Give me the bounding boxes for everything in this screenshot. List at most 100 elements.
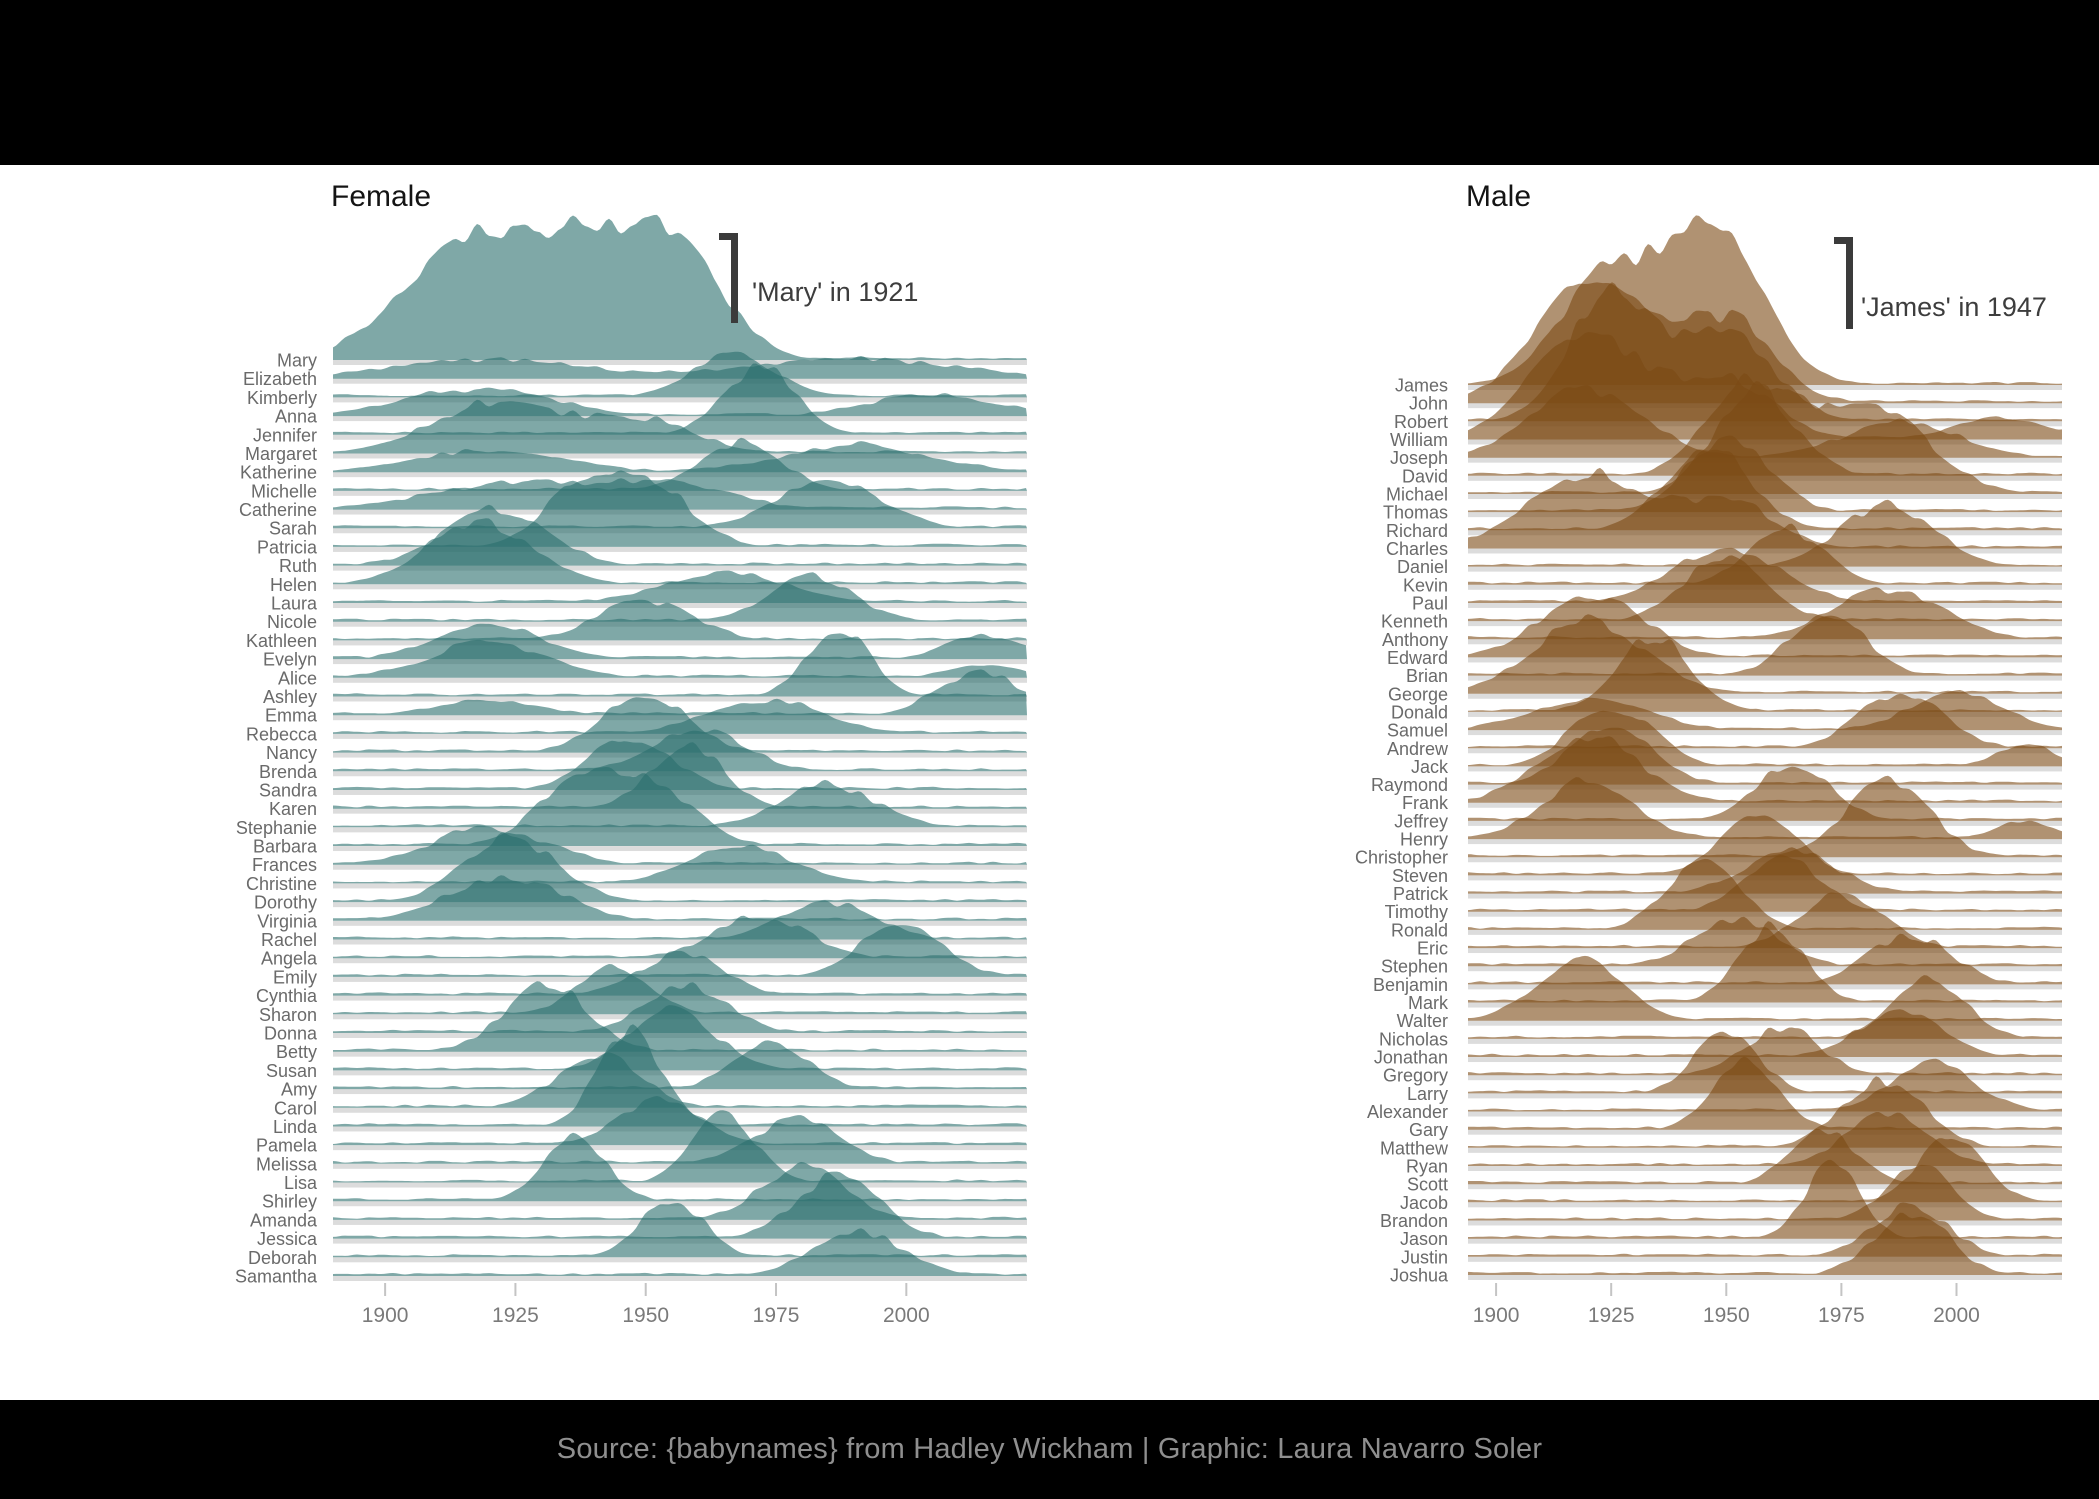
row-label-Nicholas: Nicholas bbox=[1379, 1029, 1448, 1049]
baseline-bar bbox=[333, 603, 1027, 609]
ridge-Daniel bbox=[1468, 499, 2062, 567]
row-label-Sharon: Sharon bbox=[259, 1005, 317, 1025]
baseline-bar bbox=[1468, 748, 2062, 754]
baseline-bar bbox=[1468, 730, 2062, 736]
annotation-label-mary: 'Mary' in 1921 bbox=[752, 277, 919, 307]
row-label-Mark: Mark bbox=[1408, 993, 1449, 1013]
row-label-Frances: Frances bbox=[252, 855, 317, 875]
ridge-Katherine bbox=[333, 441, 1027, 473]
ridge-Rebecca bbox=[333, 698, 1027, 734]
row-label-Kenneth: Kenneth bbox=[1381, 612, 1448, 632]
panel-title-male: Male bbox=[1466, 180, 1532, 213]
baseline-bar bbox=[1468, 1184, 2062, 1190]
ridge-Kimberly bbox=[333, 351, 1027, 398]
row-label-Elizabeth: Elizabeth bbox=[243, 369, 317, 389]
baseline-bar bbox=[333, 659, 1027, 665]
row-label-Henry: Henry bbox=[1400, 830, 1448, 850]
ridge-Donald bbox=[1468, 639, 2062, 712]
ridge-Henry bbox=[1468, 777, 2062, 840]
ridge-Alice bbox=[333, 639, 1027, 678]
ridge-Jonathan bbox=[1468, 1009, 2062, 1057]
ridge-Angela bbox=[333, 915, 1027, 959]
ridge-Gary bbox=[1468, 1056, 2062, 1130]
baseline-bar bbox=[333, 416, 1027, 422]
annotation-bracket-james bbox=[1846, 237, 1853, 329]
annotation-bracket-mary bbox=[731, 233, 738, 323]
baseline-bar bbox=[333, 1257, 1027, 1263]
baseline-bar bbox=[333, 546, 1027, 552]
baseline-bar bbox=[333, 397, 1027, 403]
row-label-Timothy: Timothy bbox=[1385, 902, 1448, 922]
row-label-Nancy: Nancy bbox=[266, 743, 317, 763]
row-label-Paul: Paul bbox=[1412, 593, 1448, 613]
row-label-Ronald: Ronald bbox=[1391, 920, 1448, 940]
row-label-Daniel: Daniel bbox=[1397, 557, 1448, 577]
ridge-Paul bbox=[1468, 547, 2062, 603]
baseline-bar bbox=[333, 920, 1027, 926]
baseline-bar bbox=[333, 939, 1027, 945]
ridge-Barbara bbox=[333, 767, 1027, 846]
x-axis-tick-label: 1950 bbox=[622, 1304, 669, 1327]
ridge-Jessica bbox=[333, 1171, 1027, 1239]
row-label-Ryan: Ryan bbox=[1406, 1157, 1448, 1177]
row-label-Raymond: Raymond bbox=[1371, 775, 1448, 795]
baseline-bar bbox=[1468, 1256, 2062, 1262]
row-label-Kathleen: Kathleen bbox=[246, 631, 317, 651]
row-label-David: David bbox=[1402, 466, 1448, 486]
ridge-Brian bbox=[1468, 615, 2062, 676]
row-label-Pamela: Pamela bbox=[256, 1136, 318, 1156]
x-axis-tick-label: 1925 bbox=[1588, 1304, 1635, 1327]
row-label-Patrick: Patrick bbox=[1393, 884, 1449, 904]
row-label-William: William bbox=[1390, 430, 1448, 450]
ridge-Elizabeth bbox=[333, 356, 1027, 379]
x-axis-tick-label: 1975 bbox=[1818, 1304, 1865, 1327]
row-label-Gary: Gary bbox=[1409, 1120, 1448, 1140]
ridge-Thomas bbox=[1468, 435, 2062, 513]
row-label-Linda: Linda bbox=[273, 1117, 318, 1137]
baseline-bar bbox=[333, 677, 1027, 683]
ridge-Lisa bbox=[333, 1110, 1027, 1183]
ridge-Nancy bbox=[333, 697, 1027, 753]
ridge-Charles bbox=[1468, 467, 2062, 549]
annotation-bracket-mary-cap bbox=[719, 233, 738, 240]
baseline-bar bbox=[333, 453, 1027, 459]
row-label-Sandra: Sandra bbox=[259, 780, 318, 800]
panel-title-female: Female bbox=[331, 180, 432, 213]
row-label-Samuel: Samuel bbox=[1387, 721, 1448, 741]
footer-band: Source: {babynames} from Hadley Wickham … bbox=[0, 1400, 2099, 1499]
row-label-Helen: Helen bbox=[270, 575, 317, 595]
ridge-Benjamin bbox=[1468, 933, 2062, 985]
ridge-Mark bbox=[1468, 921, 2062, 1003]
ridge-Jeffrey bbox=[1468, 766, 2062, 821]
baseline-bar bbox=[1468, 1166, 2062, 1172]
source-credit: Source: {babynames} from Hadley Wickham … bbox=[556, 1433, 1543, 1465]
row-label-Christopher: Christopher bbox=[1355, 848, 1448, 868]
baseline-bar bbox=[333, 846, 1027, 852]
ridge-Susan bbox=[333, 1005, 1027, 1071]
row-label-Stephanie: Stephanie bbox=[236, 818, 317, 838]
ridge-Laura bbox=[333, 570, 1027, 603]
baseline-bar bbox=[333, 640, 1027, 646]
row-label-Anthony: Anthony bbox=[1382, 630, 1448, 650]
baseline-bar bbox=[1468, 657, 2062, 663]
ridge-Scott bbox=[1468, 1128, 2062, 1185]
baseline-bar bbox=[1468, 639, 2062, 645]
ridge-Rachel bbox=[333, 900, 1027, 940]
row-label-Ashley: Ashley bbox=[263, 687, 317, 707]
x-axis-tick-label: 1975 bbox=[753, 1304, 800, 1327]
header-band bbox=[0, 0, 2099, 165]
ridge-Emma bbox=[333, 669, 1027, 716]
baseline-bar bbox=[1468, 675, 2062, 681]
row-label-Eric: Eric bbox=[1417, 939, 1448, 959]
ridge-Karen bbox=[333, 742, 1027, 809]
row-label-Steven: Steven bbox=[1392, 866, 1448, 886]
baseline-bar bbox=[1468, 1220, 2062, 1226]
ridge-Ashley bbox=[333, 633, 1027, 697]
row-label-Alexander: Alexander bbox=[1367, 1102, 1448, 1122]
row-label-Jennifer: Jennifer bbox=[253, 425, 317, 445]
row-label-Patricia: Patricia bbox=[257, 537, 318, 557]
ridge-Cynthia bbox=[333, 950, 1027, 996]
row-label-Gregory: Gregory bbox=[1383, 1066, 1448, 1086]
